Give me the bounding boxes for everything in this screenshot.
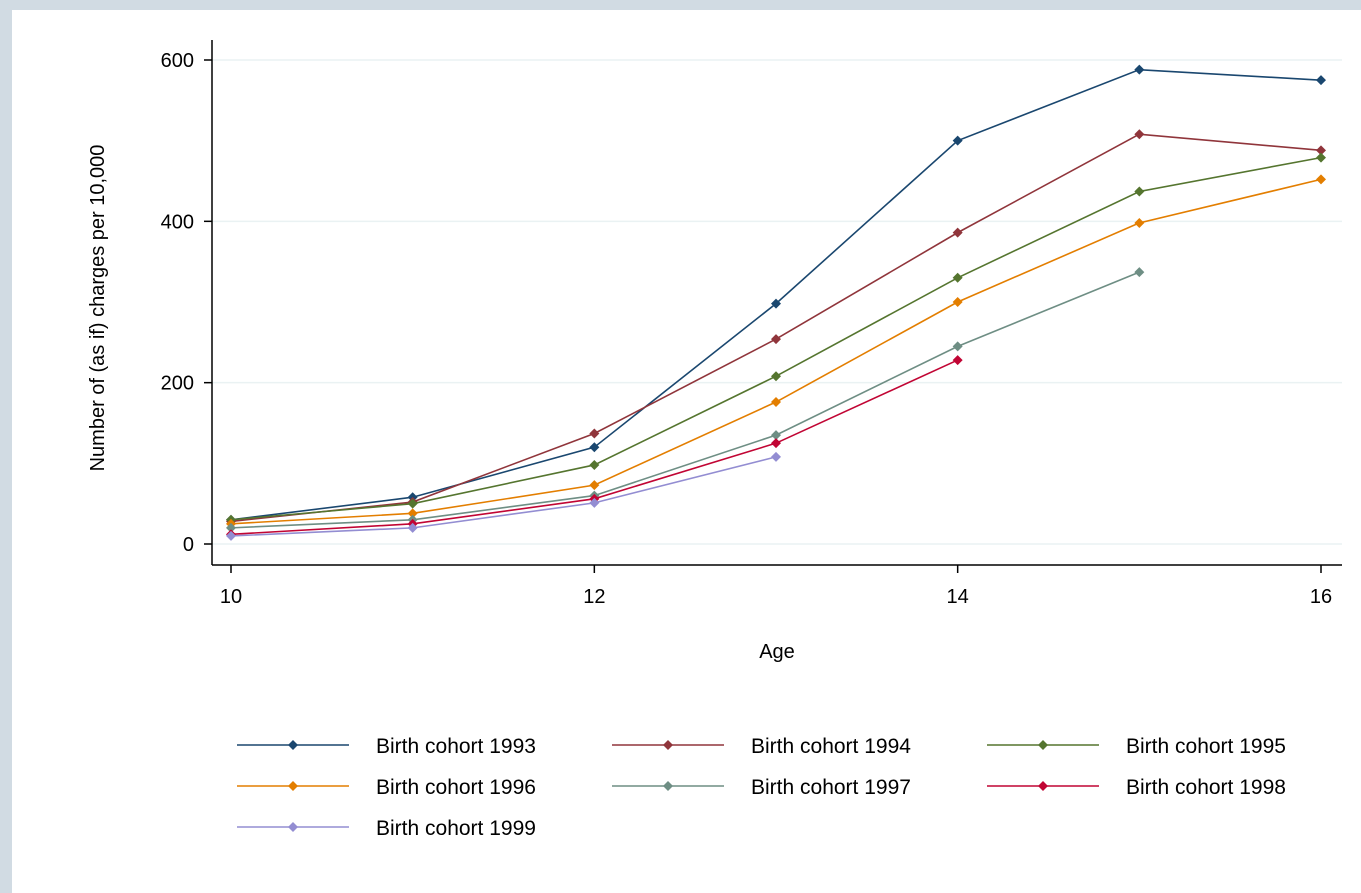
data-point xyxy=(1134,64,1145,75)
y-ticks: 0 200 400 600 xyxy=(161,50,212,556)
legend-marker xyxy=(1038,781,1048,791)
legend-item: Birth cohort 1998 xyxy=(987,776,1286,799)
data-point xyxy=(952,135,963,146)
data-point xyxy=(407,522,418,533)
data-point xyxy=(589,459,600,470)
x-tick-label: 12 xyxy=(583,586,605,608)
series-group xyxy=(226,451,781,541)
legend-item: Birth cohort 1999 xyxy=(237,817,536,840)
data-point xyxy=(1134,129,1145,140)
data-point xyxy=(771,438,781,449)
data-point xyxy=(589,428,600,439)
legend-marker xyxy=(1038,740,1048,750)
legend-marker xyxy=(663,781,673,791)
axes xyxy=(211,40,1342,566)
data-point xyxy=(226,530,236,541)
series-line xyxy=(230,456,777,537)
data-point xyxy=(589,497,600,508)
legend-item: Birth cohort 1996 xyxy=(237,776,536,799)
series-line xyxy=(230,178,1322,525)
legend-label: Birth cohort 1997 xyxy=(751,776,911,799)
legend-label: Birth cohort 1998 xyxy=(1126,776,1286,799)
data-point xyxy=(952,227,963,238)
data-point xyxy=(1316,152,1326,163)
series-group xyxy=(226,174,1326,529)
series-group xyxy=(226,129,1326,527)
x-tick-label: 10 xyxy=(220,586,242,608)
x-tick-label: 14 xyxy=(947,586,969,608)
series-group xyxy=(226,267,1145,533)
series-line xyxy=(230,133,1322,523)
data-point xyxy=(952,355,963,366)
x-axis-title: Age xyxy=(759,641,795,663)
data-point xyxy=(952,341,963,352)
legend-item: Birth cohort 1995 xyxy=(987,735,1286,758)
legend: Birth cohort 1993 Birth cohort 1994 Birth … xyxy=(237,735,1286,840)
data-point xyxy=(589,480,600,491)
y-tick-label: 200 xyxy=(161,373,194,395)
legend-marker xyxy=(663,740,673,750)
legend-marker xyxy=(288,740,298,750)
x-ticks: 10 12 14 16 xyxy=(220,565,1332,608)
data-point xyxy=(1134,186,1145,197)
legend-label: Birth cohort 1995 xyxy=(1126,735,1286,758)
y-tick-label: 0 xyxy=(183,534,194,556)
data-point xyxy=(1134,267,1145,278)
data-point xyxy=(771,430,781,441)
data-point xyxy=(952,297,963,307)
y-tick-label: 600 xyxy=(161,50,194,72)
legend-label: Birth cohort 1996 xyxy=(376,776,536,799)
legend-item: Birth cohort 1997 xyxy=(612,776,911,799)
x-tick-label: 16 xyxy=(1310,586,1332,608)
legend-label: Birth cohort 1993 xyxy=(376,735,536,758)
data-point xyxy=(952,272,963,283)
y-axis-title: Number of (as if) charges per 10,000 xyxy=(87,145,109,472)
line-chart: 0 200 400 600 10 12 14 16 Number of (as if) ch… xyxy=(87,40,1342,840)
data-point xyxy=(1316,75,1326,86)
data-point xyxy=(407,498,418,509)
legend-item: Birth cohort 1994 xyxy=(612,735,911,758)
series-line xyxy=(230,271,1140,529)
gridlines xyxy=(212,59,1342,545)
data-point xyxy=(1316,174,1326,185)
chart-panel: 0 200 400 600 10 12 14 16 Number of (as if) ch… xyxy=(12,10,1361,893)
data-point xyxy=(771,397,781,408)
data-point xyxy=(771,451,781,462)
data-point xyxy=(771,371,781,382)
data-point xyxy=(1316,145,1326,156)
series-layer xyxy=(226,64,1326,541)
legend-marker xyxy=(288,822,298,832)
data-point xyxy=(589,442,600,453)
legend-label: Birth cohort 1994 xyxy=(751,735,911,758)
data-point xyxy=(1134,217,1145,228)
data-point xyxy=(771,298,781,309)
data-point xyxy=(771,334,781,345)
data-point xyxy=(226,522,236,533)
legend-label: Birth cohort 1999 xyxy=(376,817,536,840)
y-tick-label: 400 xyxy=(161,211,194,233)
legend-item: Birth cohort 1993 xyxy=(237,735,536,758)
data-point xyxy=(407,508,418,519)
legend-marker xyxy=(288,781,298,791)
